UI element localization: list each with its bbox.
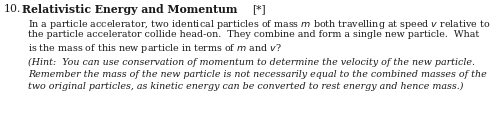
Text: Relativistic Energy and Momentum: Relativistic Energy and Momentum xyxy=(22,4,238,15)
Text: 10.: 10. xyxy=(4,4,21,14)
Text: is the mass of this new particle in terms of $m$ and $v$?: is the mass of this new particle in term… xyxy=(28,42,282,55)
Text: (Hint:  You can use conservation of momentum to determine the velocity of the ne: (Hint: You can use conservation of momen… xyxy=(28,58,475,67)
Text: [*]: [*] xyxy=(252,4,266,14)
Text: Remember the mass of the new particle is not necessarily equal to the combined m: Remember the mass of the new particle is… xyxy=(28,69,487,78)
Text: two original particles, as kinetic energy can be converted to rest energy and he: two original particles, as kinetic energ… xyxy=(28,81,464,90)
Text: the particle accelerator collide head-on.  They combine and form a single new pa: the particle accelerator collide head-on… xyxy=(28,30,479,39)
Text: In a particle accelerator, two identical particles of mass $m$ both travelling a: In a particle accelerator, two identical… xyxy=(28,18,490,31)
